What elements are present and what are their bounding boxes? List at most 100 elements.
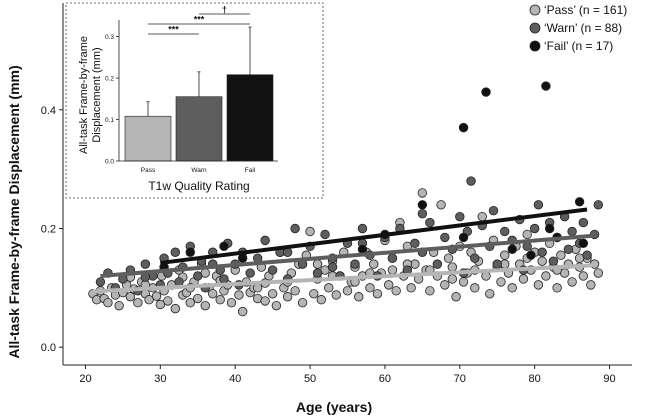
inset-bar	[124, 115, 172, 162]
y-axis-ticks: 0.0 0.2 0.4	[41, 105, 63, 354]
inset-bar	[175, 96, 223, 162]
scatter-point	[500, 226, 510, 237]
scatter-point	[544, 223, 555, 234]
scatter-point	[369, 259, 379, 269]
scatter-point	[567, 277, 577, 287]
scatter-point	[237, 306, 248, 317]
inset-y-axis-title-line: All-task Frame-by-frame	[78, 36, 90, 154]
scatter-point	[500, 250, 510, 260]
scatter-point	[522, 229, 532, 240]
significance-label: ***	[168, 25, 179, 35]
scatter-point	[312, 259, 323, 269]
scatter-point	[458, 277, 469, 287]
scatter-point	[417, 208, 428, 219]
inset-bars: Pass Warn Fail	[124, 26, 274, 174]
x-axis-ticks: 20 30 40 50 60 70 80 90	[79, 365, 616, 385]
scatter-point	[372, 289, 383, 299]
scatter-point	[417, 188, 428, 198]
scatter-point	[466, 176, 476, 186]
scatter-point	[436, 200, 446, 210]
inset-y-tick-label: 0.3	[105, 34, 114, 41]
scatter-point	[215, 295, 225, 305]
scatter-point	[537, 256, 547, 266]
scatter-point	[357, 223, 368, 234]
scatter-point	[586, 280, 596, 290]
scatter-point	[552, 283, 562, 293]
scatter-point	[170, 247, 181, 257]
scatter-point	[193, 271, 203, 281]
y-tick-label: 0.0	[41, 342, 56, 354]
scatter-point	[316, 295, 326, 305]
x-tick-label: 40	[229, 373, 241, 385]
scatter-point	[342, 286, 353, 296]
scatter-point	[578, 238, 589, 249]
scatter-point	[567, 226, 577, 237]
scatter-point	[410, 238, 420, 249]
scatter-point	[103, 297, 113, 308]
scatter-point	[237, 253, 248, 263]
x-tick-label: 80	[529, 373, 541, 385]
scatter-point	[133, 297, 143, 308]
scatter-point	[144, 295, 154, 305]
trend-lines	[92, 207, 595, 294]
scatter-point	[226, 297, 237, 308]
scatter-point	[267, 289, 278, 299]
scatter-point	[518, 274, 529, 284]
x-tick-label: 50	[304, 373, 316, 385]
scatter-point	[447, 274, 458, 284]
scatter-point	[327, 262, 338, 272]
scatter-point	[533, 280, 544, 290]
inset-x-axis-title: T1w Quality Rating	[148, 179, 249, 193]
scatter-point	[125, 292, 136, 302]
scatter-point	[271, 300, 282, 311]
scatter-point	[432, 259, 443, 269]
inset-y-axis-title-line: Displacement (mm)	[91, 47, 103, 142]
scatter-point	[151, 291, 162, 301]
scatter-point	[290, 223, 300, 234]
scatter-point	[297, 297, 308, 308]
scatter-point	[492, 259, 502, 269]
inset-axes: 0.0 0.1 0.2 0.3	[105, 20, 278, 166]
scatter-point	[443, 253, 454, 263]
scatter-point	[541, 81, 551, 91]
scatter-point	[541, 271, 551, 281]
scatter-point	[425, 286, 435, 296]
scatter-point	[140, 259, 151, 269]
scatter-point	[365, 283, 375, 293]
scatter-point	[267, 265, 278, 275]
scatter-point	[447, 262, 458, 272]
scatter-point	[533, 200, 544, 210]
x-tick-label: 60	[379, 373, 391, 385]
scatter-point	[309, 289, 319, 299]
x-tick-label: 90	[603, 373, 615, 385]
inset-bar-chart: Pass Warn Fail 0.0 0.1 0.2 0.3 *** *** † T1w Qu…	[65, 2, 324, 199]
y-axis-title: All-task Frame-by-frame Displacement (mm…	[6, 65, 22, 358]
legend-marker	[529, 4, 541, 16]
scatter-point	[470, 253, 480, 263]
scatter-point	[485, 289, 495, 299]
scatter-point	[451, 292, 461, 302]
legend: ‘Pass’ (n = 161) ‘Warn’ (n = 88) ‘Fail’ (n…	[529, 3, 627, 53]
scatter-point	[526, 250, 536, 260]
scatter-point	[260, 296, 270, 306]
inset-category-label: Pass	[141, 167, 156, 174]
scatter-point	[350, 259, 360, 269]
scatter-point	[170, 303, 181, 314]
scatter-point	[387, 253, 398, 263]
scatter-point	[245, 268, 255, 278]
scatter-point	[234, 290, 244, 300]
scatter-point	[185, 247, 195, 257]
inset-category-label: Fail	[245, 167, 256, 174]
scatter-point	[312, 268, 323, 278]
scatter-point	[529, 223, 540, 234]
scatter-point	[354, 292, 364, 302]
scatter-point	[563, 244, 574, 254]
scatter-point	[496, 277, 506, 287]
scatter-point	[282, 292, 293, 302]
scatter-point	[593, 268, 604, 278]
scatter-point	[324, 283, 334, 293]
scatter-point	[114, 300, 124, 311]
x-axis-title: Age (years)	[296, 399, 372, 415]
legend-label: ‘Warn’ (n = 88)	[544, 21, 622, 35]
scatter-point	[481, 87, 491, 97]
